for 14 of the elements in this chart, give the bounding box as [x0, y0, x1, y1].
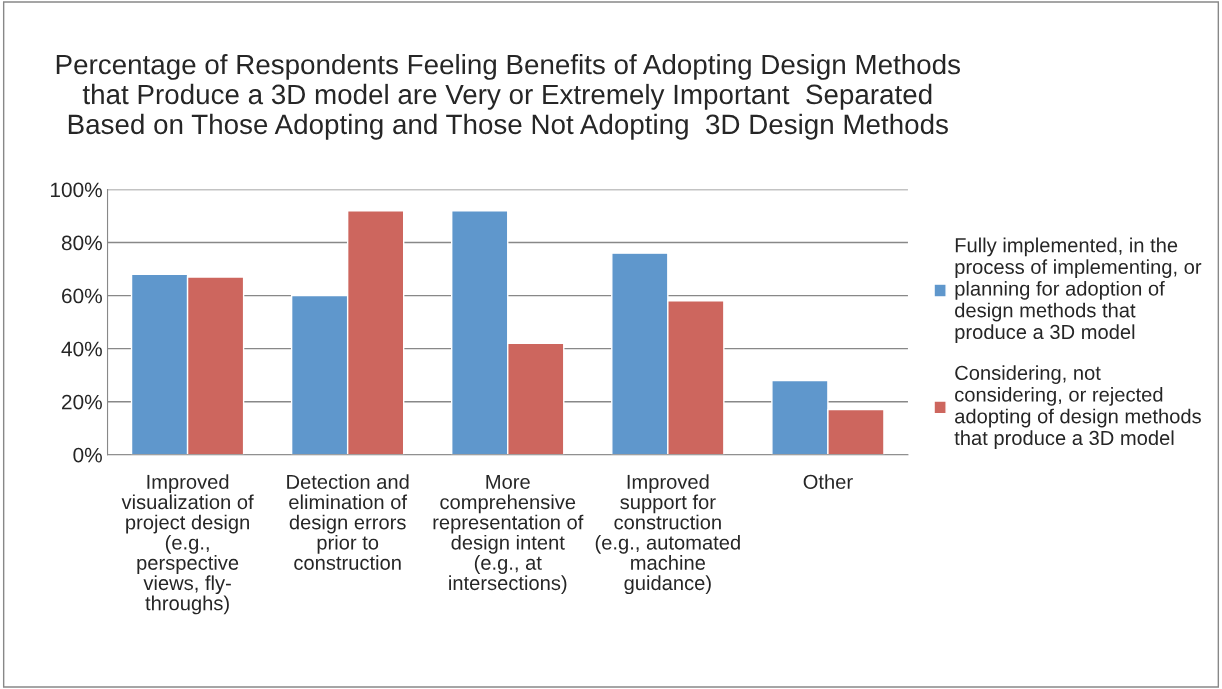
y-tick-label: 20%: [62, 394, 102, 410]
x-tick-label: Detection and elimination of design errors prior to construction: [287, 474, 409, 570]
y-tick-label: 80%: [61, 235, 102, 251]
x-tick-label: More comprehensive representation of design intent (e.g., at intersections): [433, 474, 584, 595]
legend-label: Fully implemented, in the process of implementing, or planning for adoption of design methods that produce a 3D model: [955, 237, 1202, 344]
x-tick-label: Improved support for construction (e.g., automated machine guidance): [595, 474, 740, 595]
x-tick-label: Other: [803, 474, 853, 489]
y-tick-label: 0%: [73, 447, 102, 463]
chart-title: Percentage of Respondents Feeling Benefits of Adopting Design Methods that Produce a 3D model are Very or Extremely Important Separated Based on Those Adopting and Those Not Adopting 3D Design Methods: [56, 53, 960, 140]
x-tick-label: Improved visualization of project design (e.g., perspective views, fly- throughs): [121, 474, 254, 615]
y-tick-label: 100%: [50, 182, 102, 198]
y-tick-label: 60%: [62, 288, 102, 304]
legend-label: Considering, not considering, or rejected adopting of design methods that produce a 3D model: [954, 365, 1201, 450]
y-tick-label: 40%: [61, 341, 102, 357]
